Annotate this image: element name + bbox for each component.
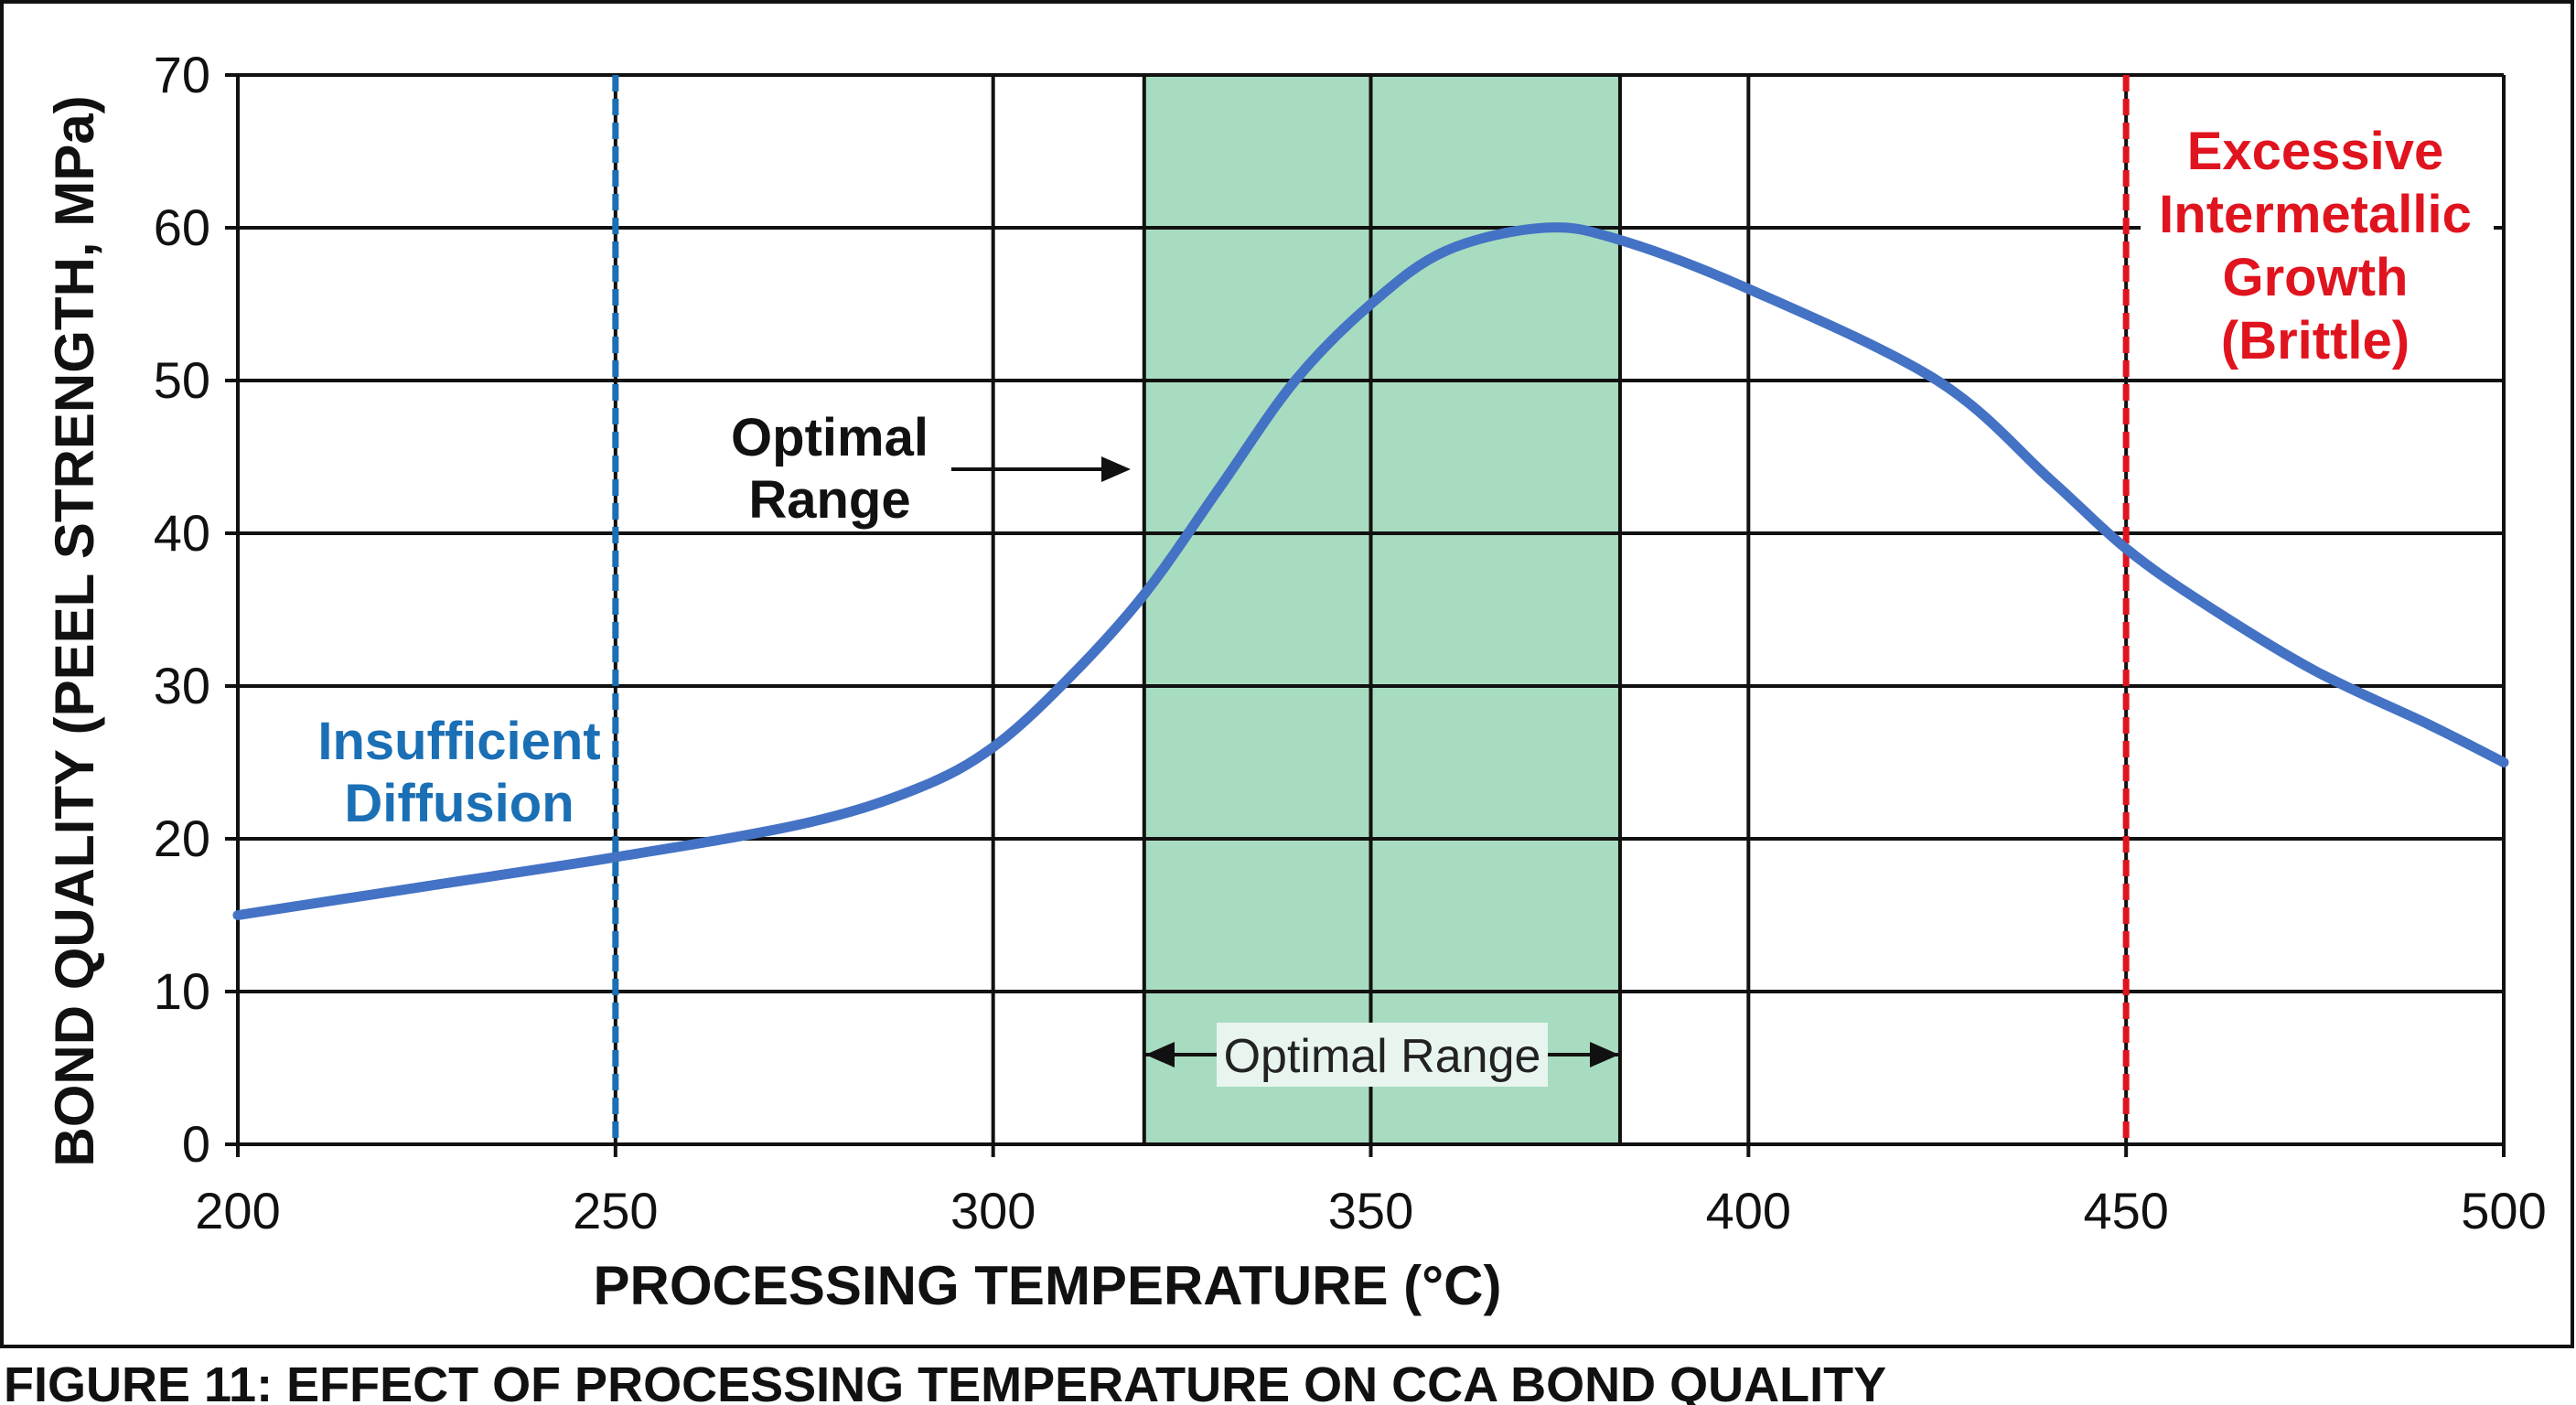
x-tick-label: 450 — [2083, 1182, 2168, 1239]
insufficient-diffusion-label: Insufficient Diffusion — [317, 712, 600, 833]
svg-text:Intermetallic: Intermetallic — [2159, 185, 2472, 244]
x-tick-label: 200 — [195, 1182, 280, 1239]
optimal-range-annotation: Optimal Range — [731, 408, 1131, 530]
figure-caption: FIGURE 11: EFFECT OF PROCESSING TEMPERAT… — [4, 1357, 1886, 1405]
svg-text:Optimal: Optimal — [731, 408, 928, 467]
y-tick-label: 0 — [182, 1115, 210, 1173]
y-axis-title: BOND QUALITY (PEEL STRENGTH, MPa) — [44, 95, 105, 1166]
y-tick-label: 70 — [154, 46, 210, 103]
x-tick-label: 300 — [950, 1182, 1036, 1239]
optimal-range-shading — [1142, 73, 1622, 1146]
bond-quality-curve — [232, 222, 2509, 920]
svg-text:Excessive: Excessive — [2187, 122, 2444, 181]
x-tick-label: 350 — [1328, 1182, 1413, 1239]
svg-text:Optimal Range: Optimal Range — [1224, 1030, 1541, 1083]
svg-text:Diffusion: Diffusion — [344, 774, 574, 833]
svg-text:Range: Range — [748, 470, 910, 530]
y-tick-label: 60 — [154, 198, 210, 256]
y-tick-label: 50 — [154, 351, 210, 409]
x-axis-title: PROCESSING TEMPERATURE (°C) — [594, 1255, 1502, 1316]
svg-text:Growth: Growth — [2223, 248, 2409, 307]
y-tick-label: 20 — [154, 810, 210, 867]
y-tick-label: 10 — [154, 962, 210, 1020]
shaded-range-label: Optimal Range — [1145, 1023, 1619, 1087]
excessive-intermetallic-label: Excessive Intermetallic Growth (Brittle) — [2141, 110, 2494, 375]
svg-text:Insufficient: Insufficient — [317, 712, 600, 771]
x-tick-label: 250 — [573, 1182, 658, 1239]
x-tick-label: 500 — [2461, 1182, 2546, 1239]
y-tick-label: 30 — [154, 657, 210, 714]
x-tick-label: 400 — [1706, 1182, 1791, 1239]
svg-text:(Brittle): (Brittle) — [2221, 311, 2410, 370]
y-tick-label: 40 — [154, 504, 210, 562]
